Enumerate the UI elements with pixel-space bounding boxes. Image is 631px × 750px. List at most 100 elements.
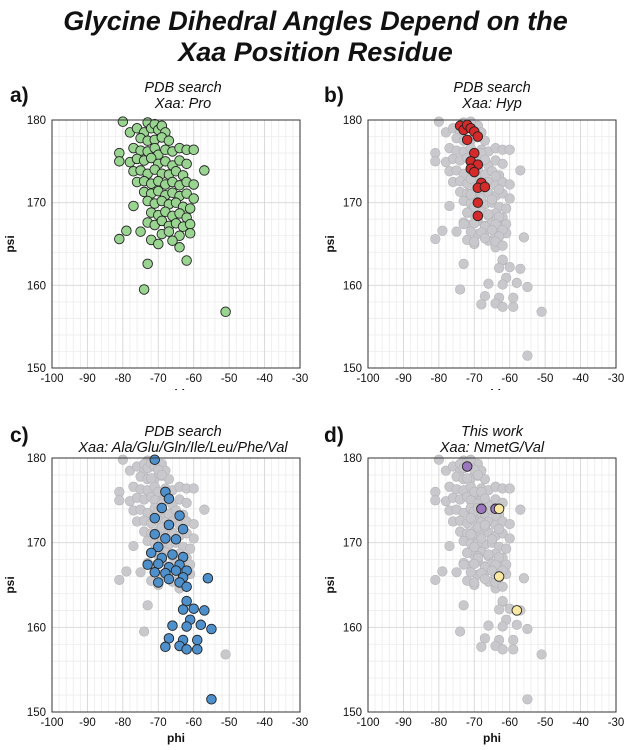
reference-point — [497, 158, 508, 169]
reference-point — [486, 565, 498, 576]
title-line-2: Xaa Position Residue — [178, 37, 453, 67]
y-tick-label: 160 — [343, 280, 362, 292]
plot-frame — [51, 457, 301, 713]
reference-point — [515, 165, 526, 176]
x-tick-label: -30 — [608, 717, 625, 729]
x-tick-label: -60 — [501, 717, 518, 729]
data-point-other — [149, 528, 160, 540]
x-tick-label: -100 — [356, 717, 379, 729]
reference-point — [188, 483, 199, 494]
reference-point — [455, 284, 466, 295]
data-point-other — [163, 573, 175, 585]
data-point-pro — [184, 203, 196, 214]
reference-point — [444, 200, 455, 212]
reference-point — [518, 573, 529, 584]
reference-point — [483, 620, 494, 631]
data-point-other — [202, 572, 214, 584]
data-point-other — [167, 549, 178, 560]
reference-point — [508, 292, 519, 303]
reference-point — [493, 262, 505, 274]
panel-letter: a) — [10, 84, 29, 107]
reference-point — [430, 156, 441, 167]
x-tick-label: -80 — [115, 373, 132, 385]
data-point-other — [181, 644, 192, 655]
reference-point — [497, 301, 508, 312]
reference-point — [476, 641, 487, 652]
reference-point — [508, 301, 519, 312]
y-axis-label: psi — [323, 235, 337, 252]
data-point-pro — [184, 228, 196, 239]
y-tick-label: 160 — [343, 622, 362, 634]
reference-point — [479, 233, 491, 244]
reference-point — [430, 233, 441, 245]
reference-point — [181, 497, 192, 508]
reference-point — [522, 623, 533, 635]
x-tick-label: -50 — [537, 373, 554, 385]
reference-point — [146, 473, 157, 484]
data-point-nmetg — [461, 461, 473, 472]
subtitle-line-1: PDB search — [144, 424, 222, 440]
x-tick-label: -60 — [185, 717, 202, 729]
x-tick-label: -70 — [150, 717, 167, 729]
panel-c: c) PDB search Xaa: Ala/Glu/Gln/Ile/Leu/P… — [0, 424, 320, 750]
plot-frame — [51, 119, 301, 369]
data-point-pro — [174, 230, 185, 241]
panel-subtitle: PDB search Xaa: Ala/Glu/Gln/Ile/Leu/Phe/… — [38, 424, 328, 456]
reference-point — [504, 144, 515, 155]
reference-point — [458, 258, 469, 269]
reference-point — [497, 621, 508, 632]
data-point-other — [167, 620, 178, 631]
reference-point — [462, 547, 473, 558]
x-tick-label: -40 — [256, 717, 273, 729]
data-point-other — [153, 541, 164, 553]
reference-point — [501, 203, 512, 214]
reference-point — [117, 454, 128, 465]
reference-point — [497, 595, 508, 607]
reference-point — [504, 179, 515, 190]
data-point-pro — [163, 226, 175, 237]
data-point-other — [149, 454, 160, 465]
y-axis-label: psi — [3, 576, 17, 593]
y-tick-label: 160 — [27, 622, 46, 634]
data-point-pro — [145, 152, 157, 164]
data-point-pro — [188, 179, 199, 190]
reference-point — [199, 504, 210, 515]
data-point-other — [145, 547, 157, 559]
reference-point — [465, 226, 476, 237]
panel-letter: c) — [10, 424, 29, 447]
data-point-other — [177, 523, 189, 535]
figure-title: Glycine Dihedral Angles Depend on the Xa… — [0, 6, 631, 68]
data-point-pro — [117, 116, 129, 127]
reference-point — [458, 600, 469, 611]
data-point-val — [511, 605, 523, 616]
x-tick-label: -90 — [79, 717, 96, 729]
y-tick-label: 180 — [343, 115, 362, 127]
reference-point — [497, 240, 508, 251]
scatter-plot: -100 -90 -80 -70 -60 -50 -40 -30 150 160 170 180 phi… — [323, 453, 625, 745]
x-tick-label: -30 — [292, 717, 309, 729]
reference-point — [479, 633, 491, 644]
panel-b: b) PDB search Xaa: Hyp -100 -90 -80 -70 -60-… — [320, 78, 631, 390]
reference-point — [508, 644, 519, 655]
reference-point — [479, 493, 491, 504]
reference-point — [135, 567, 146, 578]
x-tick-label: -80 — [431, 373, 448, 385]
data-point-other — [181, 581, 192, 592]
data-point-pro — [114, 233, 125, 245]
data-point-hyp — [469, 166, 480, 178]
y-tick-label: 180 — [27, 453, 46, 465]
subtitle-line-1: PDB search — [144, 80, 222, 96]
data-point-pro — [114, 156, 125, 167]
data-point-other — [153, 577, 164, 588]
data-point-other — [195, 619, 207, 631]
y-tick-label: 170 — [27, 538, 46, 550]
data-point-pro — [174, 242, 185, 253]
reference-point — [430, 574, 441, 586]
x-tick-label: -70 — [150, 373, 167, 385]
data-point-other — [192, 644, 203, 655]
reference-point — [465, 529, 476, 540]
y-tick-label: 180 — [343, 453, 362, 465]
data-point-other — [181, 621, 192, 632]
reference-point — [486, 534, 498, 545]
data-point-pro — [184, 218, 196, 230]
